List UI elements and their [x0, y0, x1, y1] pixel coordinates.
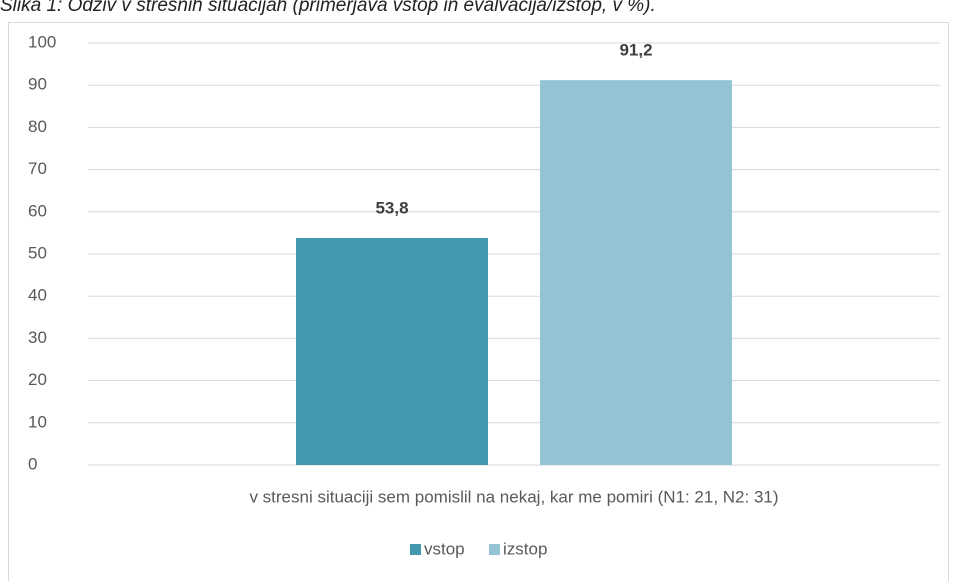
legend-swatch: [410, 544, 421, 555]
y-tick-label: 10: [28, 412, 47, 431]
value-label: 53,8: [375, 198, 408, 217]
bar: [540, 80, 732, 466]
y-tick-label: 20: [28, 370, 47, 389]
bar: [296, 237, 488, 465]
y-tick-label: 100: [28, 32, 56, 51]
x-tick-label: v stresni situaciji sem pomislil na neka…: [249, 487, 778, 506]
legend-label: izstop: [503, 539, 547, 558]
y-tick-label: 60: [28, 201, 47, 220]
y-tick-label: 80: [28, 117, 47, 136]
legend-label: vstop: [424, 539, 465, 558]
y-tick-label: 90: [28, 75, 47, 94]
y-tick-label: 50: [28, 243, 47, 262]
chart-title: Slika 1: Odziv v stresnih situacijah (pr…: [0, 0, 656, 16]
y-tick-label: 40: [28, 286, 47, 305]
y-tick-label: 30: [28, 328, 47, 347]
y-tick-label: 0: [28, 454, 37, 473]
chart-border: [8, 22, 949, 581]
legend-swatch: [489, 544, 500, 555]
y-tick-label: 70: [28, 159, 47, 178]
value-label: 91,2: [619, 41, 652, 60]
